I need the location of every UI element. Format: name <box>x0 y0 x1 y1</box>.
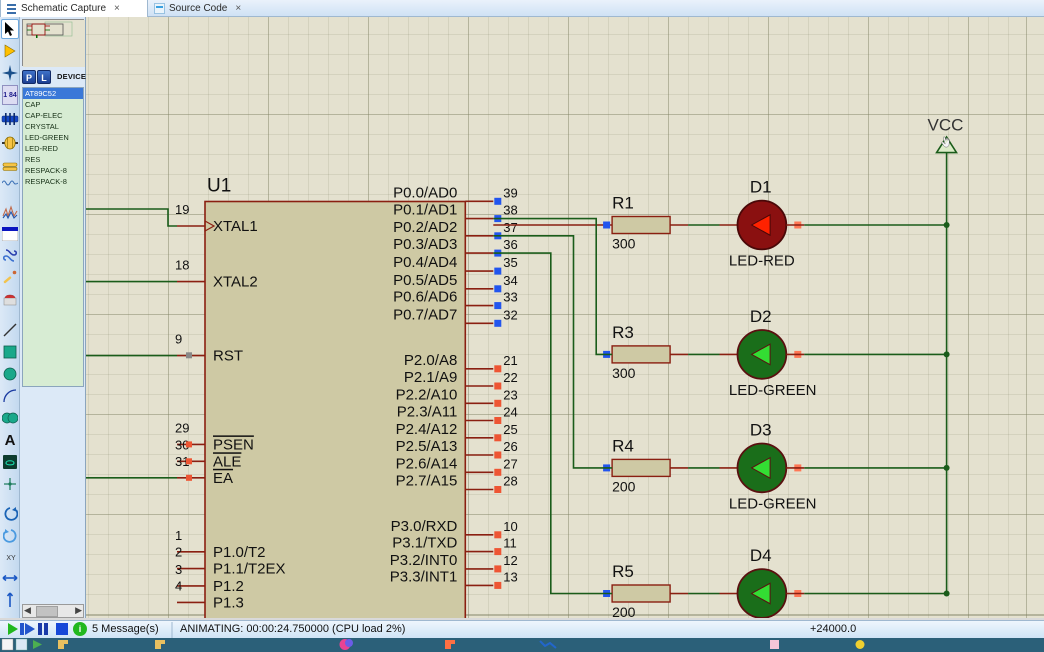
svg-text:P1.3: P1.3 <box>213 594 244 611</box>
svg-text:XTAL1: XTAL1 <box>213 218 258 235</box>
svg-text:P0.4/AD4: P0.4/AD4 <box>393 254 457 271</box>
svg-text:R4: R4 <box>612 436 634 455</box>
svg-text:P2.2/A10: P2.2/A10 <box>396 386 458 403</box>
svg-text:36: 36 <box>503 237 517 252</box>
svg-text:R5: R5 <box>612 562 634 581</box>
svg-text:3: 3 <box>175 562 182 577</box>
svg-text:39: 39 <box>503 185 517 200</box>
svg-text:P2.6/A14: P2.6/A14 <box>396 455 458 472</box>
svg-text:P2.0/A8: P2.0/A8 <box>404 352 457 369</box>
svg-text:P0.1/AD1: P0.1/AD1 <box>393 202 457 219</box>
svg-text:P0.6/AD6: P0.6/AD6 <box>393 289 457 306</box>
svg-text:300: 300 <box>612 236 636 252</box>
svg-text:300: 300 <box>612 365 636 381</box>
svg-text:12: 12 <box>503 553 517 568</box>
svg-text:P1.1/T2EX: P1.1/T2EX <box>213 561 286 578</box>
svg-text:D2: D2 <box>750 307 772 326</box>
svg-text:28: 28 <box>503 474 517 489</box>
svg-text:2: 2 <box>175 545 182 560</box>
svg-text:EA: EA <box>213 470 233 487</box>
svg-text:D4: D4 <box>750 546 772 565</box>
svg-text:P2.4/A12: P2.4/A12 <box>396 421 458 438</box>
svg-text:i: i <box>79 624 82 634</box>
svg-text:R3: R3 <box>612 323 634 342</box>
svg-text:P3.1/TXD: P3.1/TXD <box>392 535 457 552</box>
svg-text:34: 34 <box>503 273 517 288</box>
svg-text:38: 38 <box>503 203 517 218</box>
svg-text:P2.5/A13: P2.5/A13 <box>396 438 458 455</box>
svg-text:D3: D3 <box>750 421 772 440</box>
svg-text:27: 27 <box>503 456 517 471</box>
svg-text:PSEN: PSEN <box>213 436 254 453</box>
svg-text:R1: R1 <box>612 194 634 213</box>
svg-text:33: 33 <box>503 290 517 305</box>
svg-text:P0.2/AD2: P0.2/AD2 <box>393 219 457 236</box>
svg-text:18: 18 <box>175 258 189 273</box>
svg-text:ALE: ALE <box>213 453 241 470</box>
svg-text:VCC: VCC <box>928 116 964 135</box>
svg-text:LED-RED: LED-RED <box>729 252 795 269</box>
svg-text:P0.0/AD0: P0.0/AD0 <box>393 184 457 201</box>
svg-text:25: 25 <box>503 422 517 437</box>
svg-text:XTAL2: XTAL2 <box>213 274 258 291</box>
svg-text:4: 4 <box>175 578 182 593</box>
svg-text:35: 35 <box>503 255 517 270</box>
svg-text:23: 23 <box>503 387 517 402</box>
svg-text:P2.7/A15: P2.7/A15 <box>396 473 458 490</box>
svg-text:24: 24 <box>503 405 517 420</box>
svg-text:22: 22 <box>503 370 517 385</box>
svg-text:200: 200 <box>612 604 636 618</box>
svg-text:26: 26 <box>503 439 517 454</box>
svg-text:32: 32 <box>503 307 517 322</box>
svg-text:P1.2: P1.2 <box>213 578 244 595</box>
svg-text:LED-GREEN: LED-GREEN <box>729 495 817 512</box>
svg-text:P0.3/AD3: P0.3/AD3 <box>393 236 457 253</box>
svg-text:29: 29 <box>175 420 189 435</box>
svg-text:10: 10 <box>503 519 517 534</box>
svg-text:P0.7/AD7: P0.7/AD7 <box>393 306 457 323</box>
svg-text:ANIMATING: 00:00:24.750000 (CP: ANIMATING: 00:00:24.750000 (CPU load 2%) <box>180 623 405 635</box>
svg-text:1: 1 <box>175 528 182 543</box>
svg-text:13: 13 <box>503 569 517 584</box>
svg-text:D1: D1 <box>750 178 772 197</box>
svg-text:P3.0/RXD: P3.0/RXD <box>391 518 458 535</box>
svg-text:P3.3/INT1: P3.3/INT1 <box>390 568 458 585</box>
svg-text:P0.5/AD5: P0.5/AD5 <box>393 272 457 289</box>
svg-text:RST: RST <box>213 348 243 365</box>
svg-text:U1: U1 <box>207 176 231 197</box>
svg-text:P2.1/A9: P2.1/A9 <box>404 369 457 386</box>
svg-text:200: 200 <box>612 478 636 494</box>
svg-text:19: 19 <box>175 202 189 217</box>
svg-text:P2.3/A11: P2.3/A11 <box>397 404 458 421</box>
svg-text:5 Message(s): 5 Message(s) <box>92 623 159 635</box>
svg-text:37: 37 <box>503 220 517 235</box>
svg-text:+24000.0: +24000.0 <box>810 623 856 635</box>
svg-text:21: 21 <box>503 353 517 368</box>
svg-text:P3.2/INT0: P3.2/INT0 <box>390 552 458 569</box>
svg-text:LED-GREEN: LED-GREEN <box>729 382 817 399</box>
svg-text:9: 9 <box>175 332 182 347</box>
svg-text:P1.0/T2: P1.0/T2 <box>213 544 266 561</box>
svg-text:11: 11 <box>503 536 517 551</box>
